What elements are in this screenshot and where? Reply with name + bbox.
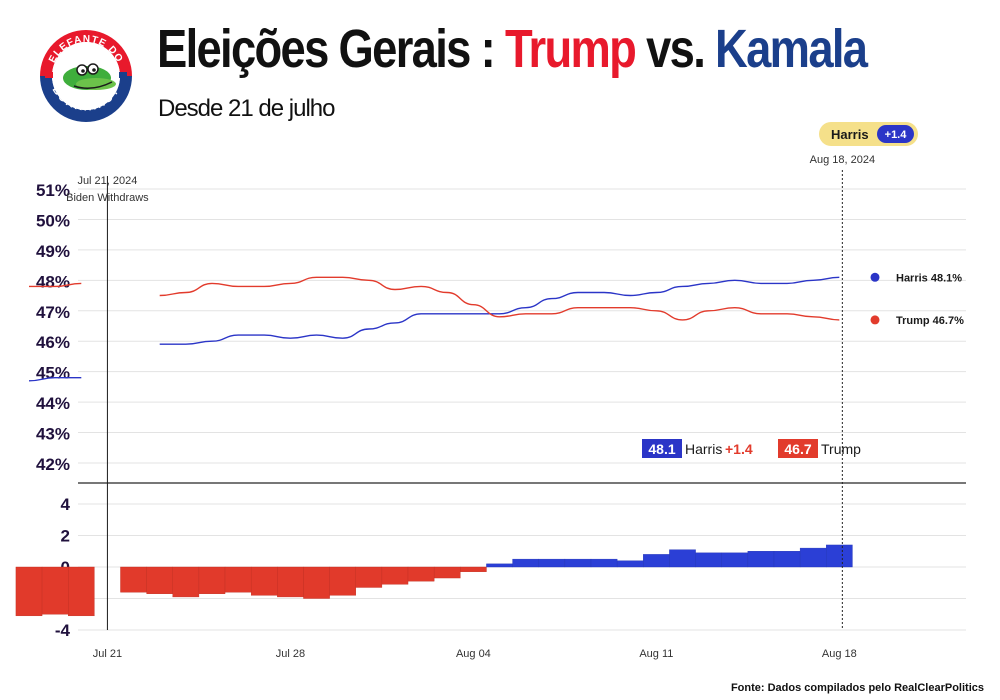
y-tick-label-top: 48%	[36, 272, 70, 291]
y-tick-label-bottom: 4	[61, 495, 71, 514]
end-label-trump: Trump 46.7%	[896, 315, 964, 327]
legend-harris-name: Harris	[685, 441, 722, 457]
x-tick-label: Aug 04	[456, 648, 491, 660]
y-tick-label-bottom: 2	[61, 527, 70, 546]
source-note: Fonte: Dados compilados pelo RealClearPo…	[730, 682, 984, 694]
legend-harris-swatch	[642, 439, 682, 458]
spread-bar-harris	[669, 549, 696, 568]
event-date: Jul 21, 2024	[77, 175, 137, 187]
legend-trump-swatch	[778, 439, 818, 458]
x-tick-label: Aug 18	[822, 648, 857, 660]
logo-bottom-ring	[40, 76, 132, 122]
gator-pupil-icon	[92, 68, 96, 72]
leader-badge-value: +1.4	[885, 129, 908, 141]
legend-lead: +1.4	[725, 441, 753, 457]
y-tick-label-top: 50%	[36, 211, 70, 230]
x-tick-label: Jul 28	[276, 648, 305, 660]
spread-bar-trump	[355, 566, 383, 588]
spread-bar-trump	[224, 566, 252, 593]
page-title: Eleições Gerais : Trump vs. Kamala	[157, 19, 868, 79]
legend-trump-name: Trump	[821, 441, 861, 457]
spread-bar-trump	[277, 566, 304, 598]
gator-pupil-icon	[81, 69, 85, 73]
y-tick-label-top: 43%	[36, 425, 70, 444]
y-tick-label-top: 46%	[36, 333, 70, 352]
title-trump: Trump	[504, 19, 637, 79]
spread-bar-trump	[41, 566, 69, 615]
title-kamala: Kamala	[715, 19, 868, 79]
end-marker-harris	[870, 272, 880, 282]
logo: ELEFANTE DO BURRINHO?	[39, 29, 133, 123]
gator-snout-icon	[76, 78, 116, 90]
end-date-label: Aug 18, 2024	[810, 154, 875, 166]
title-prefix: Eleições Gerais :	[157, 19, 505, 79]
logo-top-ring	[40, 30, 132, 76]
leader-badge-name: Harris	[831, 127, 869, 142]
spread-bar-trump	[198, 566, 226, 594]
spread-bar-harris	[538, 558, 566, 568]
spread-bar-trump	[433, 566, 461, 579]
donkey-icon	[119, 72, 127, 78]
end-label-harris: Harris 48.1%	[896, 272, 962, 284]
leader-badge-pill	[877, 125, 914, 143]
x-tick-label: Jul 21	[93, 648, 122, 660]
y-tick-label-bottom: -4	[55, 621, 71, 640]
end-marker-trump	[870, 315, 880, 325]
spread-bar-harris	[773, 551, 801, 568]
spread-bar-harris	[590, 558, 618, 568]
spread-bar-harris	[512, 558, 539, 568]
spread-bar-harris	[799, 547, 827, 568]
spread-bar-harris	[643, 554, 670, 568]
spread-bar-trump	[146, 566, 173, 594]
spread-bar-trump	[329, 566, 356, 596]
title-vs: vs.	[635, 19, 716, 79]
spread-bar-harris	[695, 552, 722, 568]
legend-trump-value: 46.7	[784, 441, 811, 457]
gator-mouth-icon	[73, 81, 113, 89]
series-line-trump	[29, 282, 82, 288]
y-tick-label-top: 51%	[36, 181, 70, 200]
spread-bar-trump	[250, 566, 278, 596]
legend-harris-value: 48.1	[648, 441, 675, 457]
spread-bar-trump	[172, 566, 200, 598]
y-tick-label-top: 44%	[36, 394, 70, 413]
spread-bar-trump	[15, 566, 43, 617]
spread-bar-harris	[721, 552, 749, 568]
spread-bar-trump	[303, 566, 330, 599]
y-tick-label-top: 47%	[36, 303, 70, 322]
page-subtitle: Desde 21 de julho	[158, 95, 335, 122]
y-tick-label-top: 42%	[36, 455, 70, 474]
spread-bar-trump	[407, 566, 435, 582]
series-line-trump	[159, 276, 840, 321]
spread-bar-harris	[564, 558, 592, 568]
elephant-icon	[45, 72, 53, 78]
series-line-harris	[28, 376, 82, 382]
x-tick-label: Aug 11	[639, 648, 673, 660]
spread-bar-harris	[616, 560, 644, 568]
spread-bar-trump	[120, 566, 147, 593]
spread-bar-trump	[68, 566, 95, 617]
spread-bar-harris	[826, 544, 853, 568]
spread-bar-trump	[381, 566, 409, 585]
spread-bar-trump	[460, 566, 487, 572]
y-tick-label-top: 49%	[36, 242, 70, 261]
spread-bar-harris	[486, 563, 513, 568]
spread-bar-harris	[747, 551, 775, 568]
series-line-harris	[159, 276, 840, 345]
event-label: Biden Withdraws	[66, 192, 149, 204]
